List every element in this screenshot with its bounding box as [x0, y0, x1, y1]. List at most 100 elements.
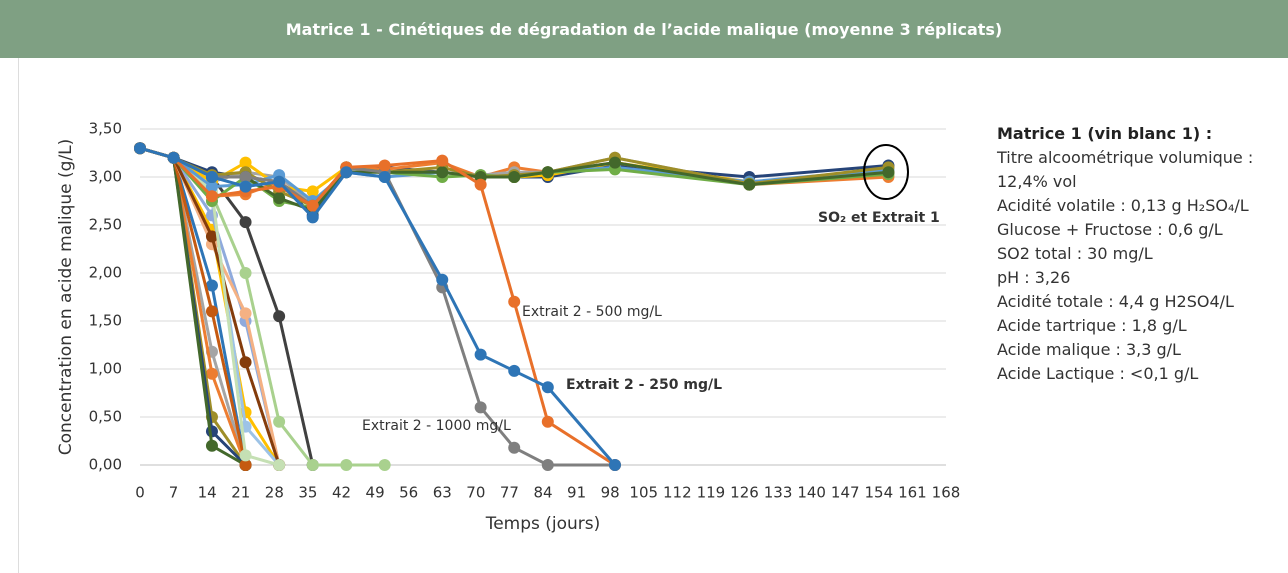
data-point: [474, 348, 487, 361]
data-point: [306, 185, 319, 198]
annotation: Extrait 2 - 500 mg/L: [522, 304, 662, 320]
data-point: [273, 175, 286, 188]
data-point: [474, 178, 487, 191]
data-point: [205, 190, 218, 203]
data-point: [134, 142, 146, 155]
y-tick-label: 2,50: [89, 216, 122, 234]
annotation: Extrait 2 - 1000 mg/L: [362, 418, 511, 434]
data-point: [340, 166, 353, 179]
data-point: [273, 459, 286, 471]
x-tick-label: 98: [601, 484, 620, 502]
x-tick-label: 42: [332, 484, 351, 502]
y-tick-label: 3,50: [89, 120, 122, 138]
data-point: [239, 307, 252, 320]
x-tick-label: 21: [231, 484, 250, 502]
data-point: [608, 459, 621, 471]
x-tick-label: 105: [629, 484, 658, 502]
y-axis-title: Concentration en acide malique (g/L): [56, 139, 76, 456]
y-tick-label: 1,50: [89, 312, 122, 330]
data-point: [205, 171, 218, 183]
data-point: [239, 156, 252, 169]
annotation: SO₂ et Extrait 1: [818, 210, 940, 226]
data-point: [541, 415, 554, 428]
data-point: [205, 439, 218, 452]
data-point: [205, 279, 218, 292]
info-panel: Matrice 1 (vin blanc 1) : Titre alcoométr…: [997, 122, 1267, 386]
data-point: [378, 159, 391, 172]
x-tick-label: 70: [466, 484, 485, 502]
x-tick-label: 84: [533, 484, 552, 502]
annotation: Extrait 2 - 250 mg/L: [566, 377, 722, 393]
data-point: [541, 381, 554, 394]
x-tick-label: 91: [567, 484, 586, 502]
x-tick-label: 168: [932, 484, 961, 502]
data-point: [306, 199, 319, 212]
data-point: [205, 367, 218, 380]
info-line: pH : 3,26: [997, 268, 1071, 287]
data-point: [743, 178, 756, 191]
data-point: [436, 273, 449, 286]
data-point: [508, 295, 521, 308]
x-tick-label: 77: [500, 484, 519, 502]
data-point: [239, 171, 252, 183]
data-point: [273, 415, 286, 428]
x-tick-label: 140: [797, 484, 826, 502]
info-line: Acidité volatile : 0,13 g H₂SO₄/L: [997, 196, 1249, 215]
x-tick-label: 63: [433, 484, 452, 502]
x-tick-label: 112: [663, 484, 692, 502]
data-point: [378, 459, 391, 471]
data-point: [167, 151, 180, 164]
data-point: [273, 192, 286, 205]
y-tick-label: 1,00: [89, 360, 122, 378]
data-point: [882, 166, 895, 179]
data-point: [273, 310, 286, 323]
x-tick-label: 161: [898, 484, 927, 502]
data-point: [205, 180, 218, 193]
info-line: Acide tartrique : 1,8 g/L: [997, 316, 1187, 335]
data-point: [508, 171, 521, 183]
data-point: [239, 267, 252, 279]
y-tick-label: 0,00: [89, 456, 122, 474]
x-tick-label: 133: [764, 484, 793, 502]
y-tick-label: 3,00: [89, 168, 122, 186]
x-tick-label: 28: [265, 484, 284, 502]
data-point: [608, 156, 621, 169]
frame-edge: [18, 58, 19, 573]
data-point: [306, 459, 319, 471]
x-tick-label: 14: [198, 484, 217, 502]
data-point: [474, 401, 487, 414]
x-tick-label: 35: [298, 484, 317, 502]
x-tick-label: 147: [831, 484, 860, 502]
x-tick-label: 7: [169, 484, 179, 502]
x-axis-title: Temps (jours): [485, 514, 601, 534]
x-tick-label: 0: [135, 484, 145, 502]
y-tick-label: 0,50: [89, 408, 122, 426]
info-line: Acidité totale : 4,4 g H2SO4/L: [997, 292, 1234, 311]
data-point: [436, 166, 449, 179]
data-point: [239, 216, 252, 229]
data-point: [239, 180, 252, 193]
x-tick-label: 126: [730, 484, 759, 502]
data-point: [508, 364, 521, 377]
data-point: [378, 171, 391, 183]
data-point: [205, 305, 218, 318]
info-line: Acide Lactique : <0,1 g/L: [997, 364, 1199, 383]
x-tick-label: 119: [697, 484, 726, 502]
y-tick-label: 2,00: [89, 264, 122, 282]
info-line: Titre alcoométrique volumique : 12,4% vo…: [997, 148, 1254, 191]
info-line: Acide malique : 3,3 g/L: [997, 340, 1181, 359]
data-point: [239, 449, 252, 462]
data-point: [508, 441, 521, 454]
info-title: Matrice 1 (vin blanc 1) :: [997, 124, 1213, 143]
data-point: [205, 230, 218, 243]
info-line: SO2 total : 30 mg/L: [997, 244, 1153, 263]
data-point: [541, 459, 554, 471]
data-point: [541, 166, 554, 179]
x-tick-label: 49: [366, 484, 385, 502]
header: Matrice 1 - Cinétiques de dégradation de…: [0, 0, 1288, 58]
data-point: [306, 211, 319, 224]
info-line: Glucose + Fructose : 0,6 g/L: [997, 220, 1223, 239]
data-point: [239, 459, 252, 471]
data-point: [239, 356, 252, 369]
